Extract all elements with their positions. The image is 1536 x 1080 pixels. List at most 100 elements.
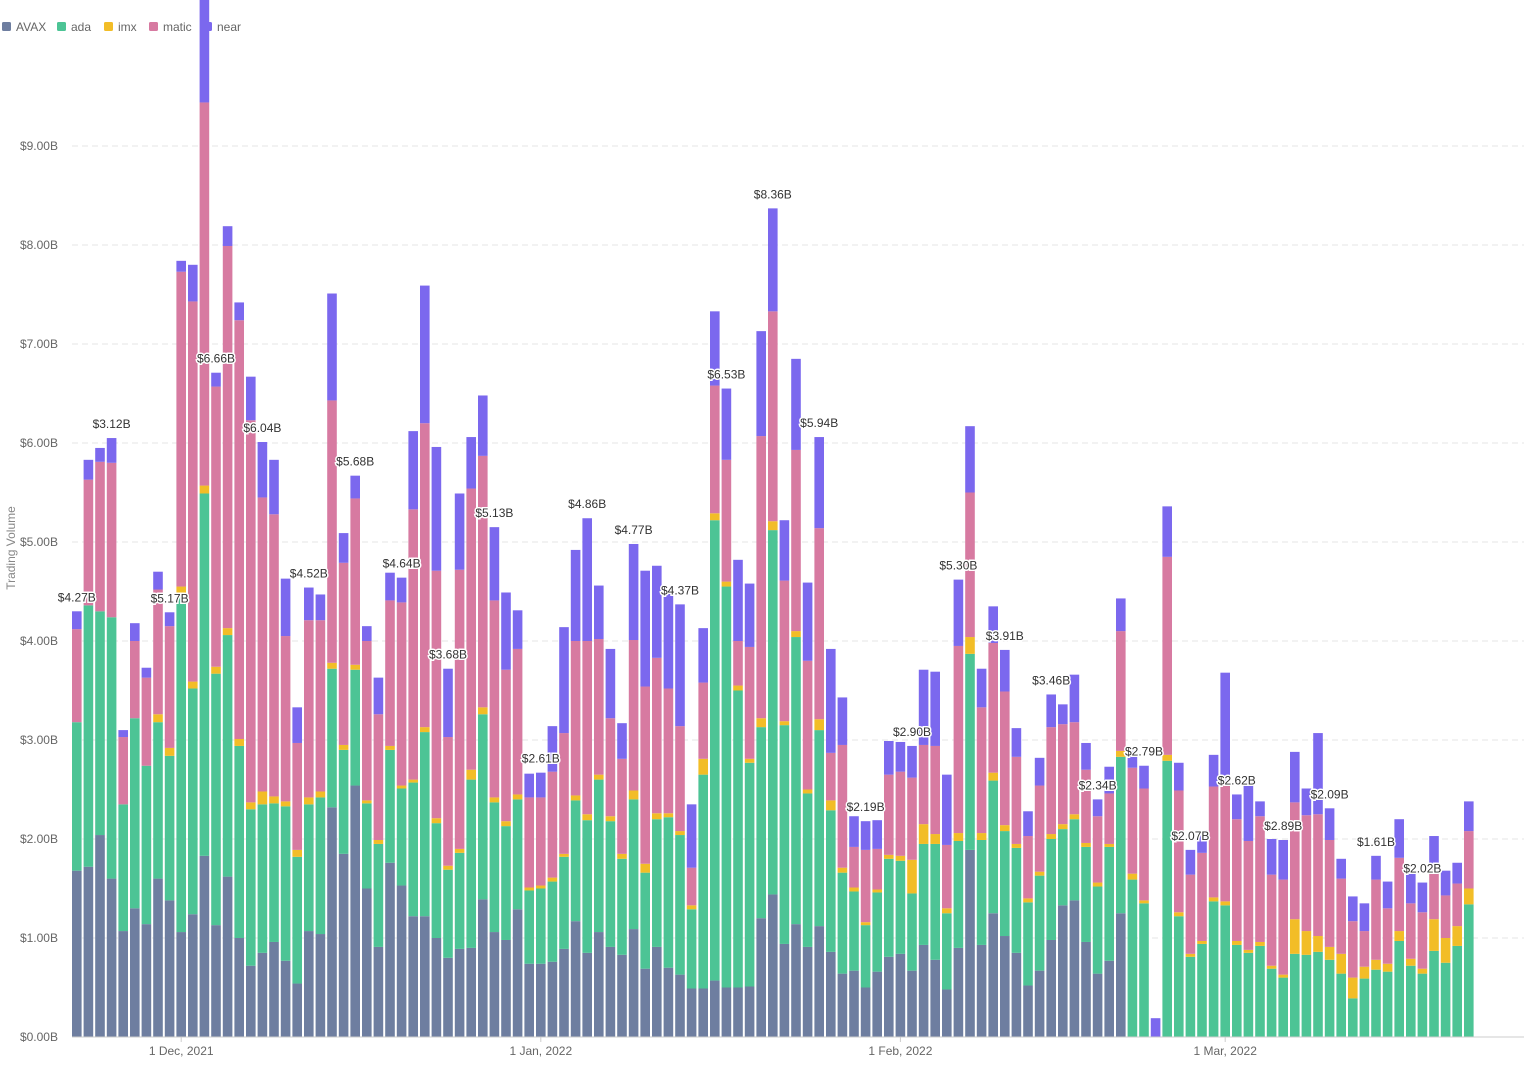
bar-segment-ada[interactable]	[211, 673, 221, 926]
bar-segment-avax[interactable]	[628, 929, 639, 1037]
bar-segment-imx[interactable]	[779, 721, 790, 726]
bar-segment-ada[interactable]	[594, 779, 604, 933]
bar-segment-near[interactable]	[594, 585, 604, 640]
bar-segment-matic[interactable]	[779, 580, 790, 722]
bar-segment-ada[interactable]	[640, 872, 650, 969]
bar-segment-ada[interactable]	[1127, 879, 1138, 1037]
bar-segment-near[interactable]	[907, 745, 917, 778]
bar-segment-ada[interactable]	[860, 925, 871, 988]
bar-segment-imx[interactable]	[1394, 931, 1404, 941]
bar-segment-avax[interactable]	[837, 973, 848, 1037]
bar-segment-imx[interactable]	[1127, 873, 1138, 880]
bar-segment-near[interactable]	[663, 590, 674, 689]
bar-segment-ada[interactable]	[478, 714, 488, 900]
bar-segment-avax[interactable]	[83, 866, 94, 1037]
bar-segment-near[interactable]	[779, 520, 790, 581]
bar-segment-avax[interactable]	[570, 921, 581, 1037]
bar-segment-avax[interactable]	[733, 987, 743, 1038]
bar-segment-matic[interactable]	[1104, 793, 1114, 844]
bar-segment-near[interactable]	[431, 446, 442, 571]
bar-segment-imx[interactable]	[884, 854, 894, 859]
bar-segment-matic[interactable]	[396, 602, 407, 786]
bar-segment-avax[interactable]	[153, 878, 163, 1037]
bar-segment-imx[interactable]	[652, 813, 662, 820]
bar-segment-avax[interactable]	[779, 943, 790, 1037]
bar-segment-imx[interactable]	[791, 631, 801, 638]
bar-segment-avax[interactable]	[1011, 952, 1022, 1037]
bar-segment-ada[interactable]	[1429, 950, 1439, 1037]
bar-segment-imx[interactable]	[478, 707, 488, 715]
bar-segment-near[interactable]	[988, 606, 998, 643]
bar-segment-matic[interactable]	[1417, 912, 1428, 969]
bar-segment-ada[interactable]	[234, 745, 244, 938]
bar-segment-near[interactable]	[1243, 781, 1254, 841]
bar-segment-near[interactable]	[130, 623, 140, 641]
bar-segment-ada[interactable]	[744, 762, 755, 987]
bar-segment-avax[interactable]	[907, 970, 917, 1037]
bar-segment-ada[interactable]	[837, 872, 848, 974]
bar-segment-near[interactable]	[222, 226, 233, 246]
bar-segment-ada[interactable]	[686, 909, 697, 989]
legend-item-avax[interactable]: AVAX	[2, 20, 46, 34]
bar-segment-near[interactable]	[489, 527, 500, 601]
bar-segment-near[interactable]	[860, 821, 871, 850]
bar-segment-near[interactable]	[628, 543, 639, 641]
bar-segment-matic[interactable]	[872, 848, 882, 890]
bar-segment-ada[interactable]	[257, 804, 268, 953]
bar-segment-matic[interactable]	[1324, 839, 1335, 947]
bar-segment-avax[interactable]	[501, 939, 511, 1037]
bar-segment-ada[interactable]	[547, 881, 558, 962]
bar-segment-imx[interactable]	[628, 790, 639, 800]
bar-segment-near[interactable]	[582, 518, 592, 641]
bar-segment-matic[interactable]	[1046, 727, 1056, 835]
bar-segment-imx[interactable]	[547, 877, 558, 882]
bar-segment-avax[interactable]	[605, 946, 616, 1037]
bar-segment-matic[interactable]	[501, 669, 511, 822]
bar-segment-near[interactable]	[1313, 733, 1323, 815]
bar-segment-near[interactable]	[362, 626, 372, 641]
bar-segment-imx[interactable]	[1104, 843, 1114, 847]
bar-segment-imx[interactable]	[1266, 965, 1277, 969]
bar-segment-near[interactable]	[269, 459, 279, 515]
bar-segment-near[interactable]	[1266, 839, 1277, 875]
bar-segment-near[interactable]	[536, 772, 546, 798]
bar-segment-near[interactable]	[570, 549, 581, 641]
bar-segment-matic[interactable]	[1092, 816, 1103, 883]
bar-segment-near[interactable]	[118, 730, 128, 738]
bar-segment-matic[interactable]	[130, 641, 140, 719]
bar-segment-ada[interactable]	[501, 826, 511, 940]
bar-segment-imx[interactable]	[199, 485, 210, 494]
bar-segment-near[interactable]	[176, 260, 186, 272]
bar-segment-imx[interactable]	[1139, 900, 1149, 904]
bar-segment-near[interactable]	[1440, 870, 1451, 896]
bar-segment-imx[interactable]	[373, 839, 384, 844]
bar-segment-avax[interactable]	[698, 988, 708, 1037]
bar-segment-near[interactable]	[547, 726, 558, 772]
bar-segment-ada[interactable]	[895, 860, 906, 954]
bar-segment-avax[interactable]	[338, 853, 349, 1037]
bar-segment-ada[interactable]	[385, 749, 395, 863]
bar-segment-matic[interactable]	[443, 737, 453, 866]
bar-segment-ada[interactable]	[315, 797, 326, 935]
bar-segment-ada[interactable]	[292, 856, 302, 984]
bar-segment-near[interactable]	[1278, 839, 1288, 880]
bar-segment-matic[interactable]	[373, 714, 384, 840]
bar-segment-avax[interactable]	[72, 870, 82, 1037]
bar-segment-matic[interactable]	[222, 245, 233, 629]
bar-segment-ada[interactable]	[663, 817, 674, 968]
bar-segment-imx[interactable]	[849, 887, 859, 892]
bar-segment-imx[interactable]	[814, 719, 824, 731]
bar-segment-imx[interactable]	[721, 581, 732, 587]
bar-segment-matic[interactable]	[1011, 756, 1022, 844]
bar-segment-imx[interactable]	[1429, 919, 1439, 951]
bar-segment-ada[interactable]	[269, 803, 279, 942]
bar-segment-imx[interactable]	[396, 785, 407, 789]
bar-segment-ada[interactable]	[1359, 978, 1370, 1037]
bar-segment-imx[interactable]	[594, 774, 604, 780]
bar-segment-matic[interactable]	[1278, 879, 1288, 975]
bar-segment-imx[interactable]	[686, 905, 697, 910]
bar-segment-matic[interactable]	[338, 562, 349, 745]
bar-segment-imx[interactable]	[1034, 871, 1045, 876]
bar-segment-matic[interactable]	[246, 420, 256, 803]
bar-segment-near[interactable]	[942, 774, 952, 845]
